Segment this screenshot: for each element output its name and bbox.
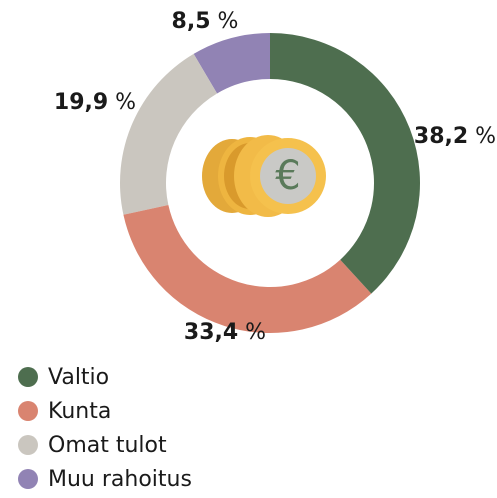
- legend-label: Muu rahoitus: [48, 467, 192, 492]
- value-label: 19,9 %: [54, 90, 136, 115]
- value-label: 33,4 %: [184, 320, 266, 345]
- legend-label: Kunta: [48, 399, 111, 424]
- legend-item: Muu rahoitus: [18, 467, 192, 492]
- value-label: 38,2 %: [414, 124, 496, 149]
- donut-segment: [193, 33, 270, 94]
- legend-swatch: [18, 367, 38, 387]
- legend-item: Omat tulot: [18, 433, 167, 458]
- donut-segment: [270, 33, 420, 294]
- legend-swatch: [18, 469, 38, 489]
- legend-label: Omat tulot: [48, 433, 167, 458]
- svg-text:€: €: [275, 153, 300, 199]
- value-label: 8,5 %: [172, 9, 239, 34]
- legend-label: Valtio: [48, 365, 109, 390]
- coin-icon: €: [202, 135, 326, 217]
- legend-swatch: [18, 435, 38, 455]
- donut-segment: [120, 53, 218, 215]
- legend-swatch: [18, 401, 38, 421]
- donut-segment: [123, 205, 372, 333]
- legend-item: Kunta: [18, 399, 111, 424]
- legend-item: Valtio: [18, 365, 109, 390]
